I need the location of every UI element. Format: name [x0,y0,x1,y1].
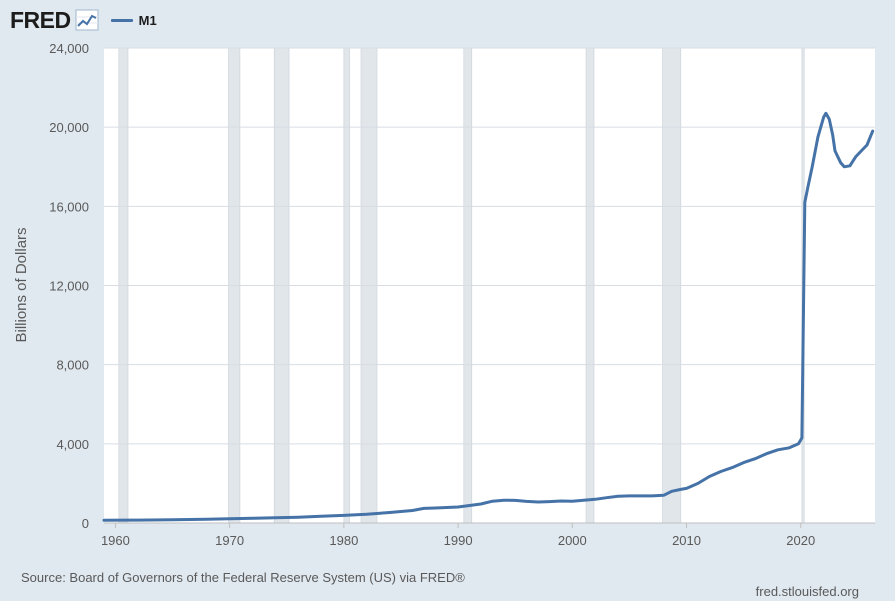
series-line-m1 [102,111,875,522]
y-tick-label: 8,000 [56,358,89,373]
line-chart-icon [75,9,99,31]
x-tick-label: 1980 [329,533,358,548]
y-axis-label: Billions of Dollars [13,227,30,342]
series-layer [102,111,875,522]
legend-label: M1 [138,12,157,28]
y-tick-label: 24,000 [49,41,89,56]
gridlines [104,47,875,445]
x-tick-label: 1970 [215,533,244,548]
legend-swatch [110,18,133,22]
y-tick-label: 20,000 [49,120,89,135]
x-tick-label: 2010 [672,533,701,548]
x-tick-label: 2020 [786,533,815,548]
axes: 0 4,000 8,000 12,000 16,000 20,000 24,000 1960 1… [49,41,875,548]
chart-header: FRED M1 [10,6,157,34]
x-tick-label: 1960 [101,533,130,548]
y-tick-label: 4,000 [56,437,89,452]
site-link[interactable]: fred.stlouisfed.org [755,584,859,599]
y-tick-label: 16,000 [49,199,89,214]
x-tick-label: 2000 [558,533,587,548]
source-note: Source: Board of Governors of the Federa… [21,570,465,585]
legend: M1 [110,12,157,28]
x-tick-label: 1990 [444,533,473,548]
fred-logo[interactable]: FRED [10,6,71,33]
y-tick-label: 12,000 [49,279,89,294]
y-tick-label: 0 [82,516,89,531]
